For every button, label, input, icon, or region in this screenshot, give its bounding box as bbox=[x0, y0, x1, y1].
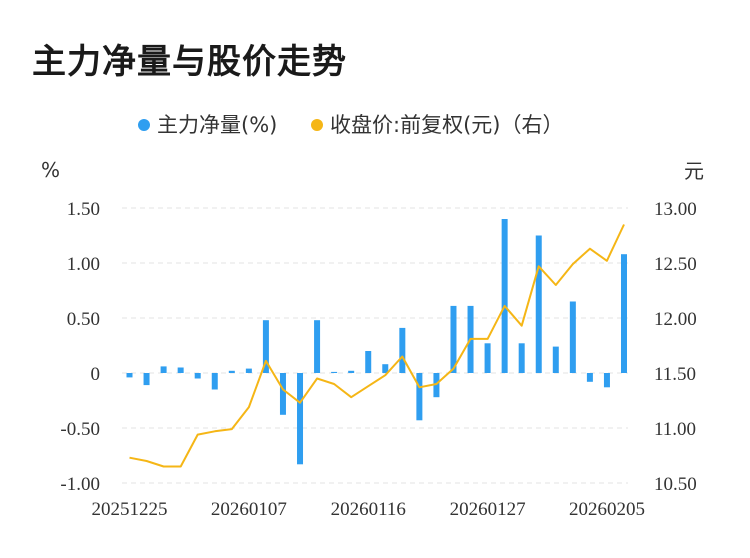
left-tick-label: 1.50 bbox=[67, 199, 100, 220]
bar bbox=[126, 373, 133, 378]
bar bbox=[348, 370, 355, 373]
x-tick-label: 20260116 bbox=[331, 499, 406, 520]
bar bbox=[621, 254, 627, 373]
left-tick-label: 0.50 bbox=[67, 309, 100, 330]
right-tick-label: 11.50 bbox=[654, 364, 696, 385]
bar bbox=[331, 371, 338, 373]
bar bbox=[365, 351, 372, 373]
x-axis-ticks: 20251225 20260107 20260116 20260127 20260205 bbox=[92, 499, 645, 520]
bar bbox=[518, 343, 525, 373]
bar bbox=[211, 373, 218, 390]
price-line bbox=[129, 224, 625, 468]
x-tick-label: 20260127 bbox=[450, 499, 526, 520]
left-tick-label: 0 bbox=[91, 364, 101, 385]
bar bbox=[603, 373, 610, 388]
bar bbox=[194, 373, 201, 379]
line-series bbox=[129, 224, 625, 468]
legend-marker-0 bbox=[138, 119, 150, 131]
x-tick-label: 20251225 bbox=[92, 499, 168, 520]
bar bbox=[501, 219, 508, 373]
bar bbox=[262, 320, 269, 373]
left-axis-ticks: 1.50 1.00 0.50 0 -0.50 -1.00 bbox=[60, 199, 100, 495]
left-axis-unit: % bbox=[41, 158, 60, 182]
left-tick-label: -1.00 bbox=[60, 474, 100, 495]
legend-label-1: 收盘价:前复权(元)（右） bbox=[330, 113, 563, 137]
bar bbox=[160, 366, 167, 373]
legend-marker-1 bbox=[311, 119, 323, 131]
right-tick-label: 12.00 bbox=[654, 309, 697, 330]
right-axis-unit: 元 bbox=[684, 159, 704, 183]
bar bbox=[433, 373, 440, 398]
bar bbox=[297, 373, 304, 465]
bar bbox=[228, 370, 235, 373]
legend: 主力净量(%) 收盘价:前复权(元)（右） bbox=[138, 113, 563, 137]
bar bbox=[143, 373, 150, 386]
x-tick-label: 20260107 bbox=[211, 499, 287, 520]
axis-units: % 元 bbox=[41, 158, 704, 183]
chart-title: 主力净量与股价走势 bbox=[32, 42, 347, 82]
left-tick-label: 1.00 bbox=[67, 254, 100, 275]
bar bbox=[552, 346, 559, 373]
bar bbox=[484, 343, 491, 373]
legend-label-0: 主力净量(%) bbox=[157, 113, 277, 137]
bar bbox=[569, 301, 576, 373]
bar bbox=[245, 368, 252, 373]
bar bbox=[177, 367, 184, 373]
right-tick-label: 12.50 bbox=[654, 254, 697, 275]
right-tick-label: 10.50 bbox=[654, 474, 697, 495]
bar bbox=[535, 235, 542, 373]
bar bbox=[416, 373, 423, 421]
bar bbox=[450, 305, 457, 373]
bar bbox=[586, 373, 593, 382]
grid-lines bbox=[122, 207, 628, 484]
x-tick-label: 20260205 bbox=[569, 499, 645, 520]
bar bbox=[279, 373, 286, 415]
bar bbox=[382, 364, 389, 373]
right-tick-label: 11.00 bbox=[654, 419, 696, 440]
bar bbox=[399, 327, 406, 373]
right-axis-ticks: 13.00 12.50 12.00 11.50 11.00 10.50 bbox=[654, 199, 697, 495]
bar bbox=[314, 320, 321, 373]
left-tick-label: -0.50 bbox=[60, 419, 100, 440]
right-tick-label: 13.00 bbox=[654, 199, 697, 220]
